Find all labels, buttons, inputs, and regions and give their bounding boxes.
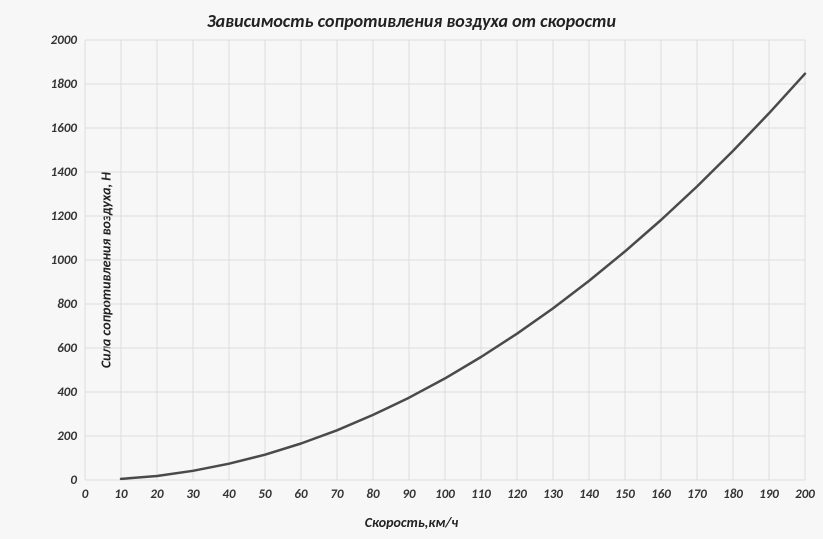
y-tick-label: 200 (57, 429, 77, 444)
x-tick-label: 70 (330, 487, 344, 502)
y-tick-label: 600 (57, 341, 77, 356)
x-tick-label: 40 (222, 487, 236, 502)
y-tick-label: 400 (57, 385, 77, 400)
plot-area: 0 10 20 30 40 50 60 70 80 90 100 110 120 130 140 150 160… (0, 0, 823, 539)
y-tick-label: 1000 (51, 253, 78, 268)
x-tick-label: 90 (402, 487, 416, 502)
x-tick-label: 30 (186, 487, 200, 502)
x-tick-label: 50 (258, 487, 272, 502)
y-tick-label: 2000 (51, 33, 78, 48)
y-tick-label: 1600 (51, 121, 78, 136)
y-tick-label: 1200 (51, 209, 78, 224)
y-tick-label: 1800 (51, 77, 78, 92)
x-tick-label: 80 (366, 487, 380, 502)
x-tick-label: 140 (579, 487, 599, 502)
x-tick-label: 60 (294, 487, 308, 502)
x-tick-label: 190 (759, 487, 779, 502)
x-tick-label: 120 (507, 487, 527, 502)
y-tick-label: 1400 (51, 165, 78, 180)
x-tick-label: 20 (150, 487, 164, 502)
y-tick-label: 800 (57, 297, 77, 312)
x-tick-label: 180 (723, 487, 743, 502)
chart-container: Зависимость сопротивления воздуха от ско… (0, 0, 823, 539)
x-tick-label: 130 (543, 487, 563, 502)
x-tick-label: 150 (615, 487, 635, 502)
y-tick-label: 0 (70, 473, 77, 488)
x-tick-label: 100 (435, 487, 455, 502)
x-tick-label: 170 (687, 487, 707, 502)
data-line (121, 74, 805, 479)
x-tick-label: 0 (82, 487, 89, 502)
x-tick-label: 110 (471, 487, 491, 502)
x-tick-label: 10 (114, 487, 128, 502)
x-tick-label: 160 (651, 487, 671, 502)
x-tick-label: 200 (795, 487, 815, 502)
